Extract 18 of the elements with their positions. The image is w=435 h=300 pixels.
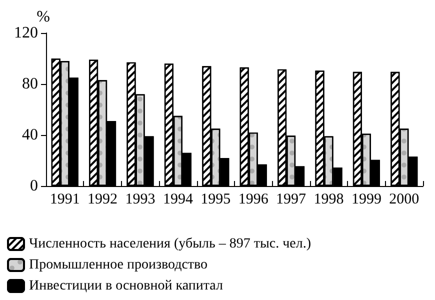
x-tick-label: 1997 [276, 192, 307, 208]
y-tick-label: 40 [22, 126, 38, 144]
y-axis-title: % [36, 8, 50, 26]
x-tick-label: 1996 [238, 192, 269, 208]
legend-label: Инвестиции в основной капитал [29, 278, 223, 294]
x-tick-label: 1991 [50, 192, 80, 208]
x-tick-label: 1992 [88, 192, 118, 208]
x-tick-label: 1999 [351, 192, 382, 208]
y-tick-label: 0 [30, 178, 38, 194]
x-tick-label: 1998 [314, 192, 344, 208]
x-tick-label: 2000 [389, 192, 420, 208]
y-tick-label: 80 [22, 76, 38, 92]
legend-label: Численность населения (убыль – 897 тыс. чел.) [29, 236, 312, 252]
legend-label: Промышленное производство [29, 258, 208, 272]
x-tick-label: 1993 [125, 192, 156, 208]
x-tick-label: 1994 [162, 192, 194, 208]
y-tick-label: 120 [14, 24, 38, 42]
x-tick-label: 1995 [200, 192, 231, 208]
